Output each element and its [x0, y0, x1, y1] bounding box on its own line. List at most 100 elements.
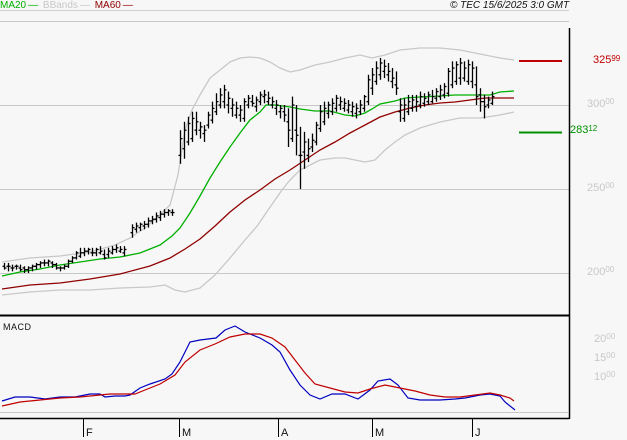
ohlc-bar — [110, 246, 115, 255]
support-level-label: 28312 — [570, 124, 598, 136]
ohlc-bar — [10, 264, 15, 272]
ohlc-bar — [430, 89, 435, 104]
macd-line — [1, 325, 516, 411]
ohlc-bar — [138, 222, 143, 231]
ma60-line — [1, 97, 514, 290]
x-label-apr: A — [281, 427, 289, 439]
ohlc-bar — [302, 131, 307, 169]
macd-title: MACD — [3, 322, 32, 332]
ohlc-bar — [234, 101, 239, 119]
ohlc-bar — [74, 251, 79, 260]
ohlc-bar — [298, 126, 303, 189]
ohlc-bar — [478, 88, 483, 112]
ohlc-bar — [370, 68, 375, 95]
price-bars — [2, 57, 495, 273]
ohlc-bar — [470, 61, 475, 89]
ma20-line — [1, 90, 515, 277]
ohlc-bar — [122, 246, 127, 257]
legend-ma60: MA60— — [94, 0, 133, 11]
ohlc-bar — [14, 264, 19, 270]
ohlc-bar — [210, 101, 215, 124]
ohlc-bar — [438, 84, 443, 100]
ohlc-bar — [358, 99, 363, 116]
price-gridlines — [0, 105, 569, 274]
ohlc-bar — [382, 59, 387, 79]
ohlc-bar — [290, 96, 295, 142]
ohlc-bar — [118, 246, 123, 253]
resistance-level-label: 32599 — [593, 54, 621, 66]
ohlc-bar — [354, 103, 359, 119]
ohlc-bar — [362, 94, 367, 112]
ohlc-bar — [170, 209, 175, 216]
ohlc-bar — [150, 215, 155, 225]
ohlc-bar — [486, 96, 491, 109]
ohlc-bar — [62, 264, 67, 270]
ohlc-bar — [186, 116, 191, 146]
ohlc-bar — [114, 244, 119, 253]
ohlc-bar — [254, 96, 259, 112]
ohlc-bar — [278, 105, 283, 119]
macd-label-15: 1500 — [594, 351, 616, 364]
ohlc-bar — [374, 61, 379, 85]
ohlc-bar — [222, 84, 227, 109]
ohlc-bar — [38, 261, 43, 268]
ohlc-bar — [390, 68, 395, 89]
x-label-feb: F — [86, 427, 93, 439]
ohlc-bar — [106, 247, 111, 258]
ohlc-bar — [386, 63, 391, 82]
ohlc-bar — [214, 93, 219, 116]
ohlc-bar — [306, 138, 311, 163]
ohlc-bar — [34, 262, 39, 270]
ohlc-bar — [270, 96, 275, 109]
ohlc-bar — [474, 66, 479, 105]
ohlc-bar — [130, 224, 135, 238]
ohlc-bar — [162, 209, 167, 218]
price-label-300: 30000 — [587, 97, 615, 110]
ohlc-bar — [414, 94, 419, 112]
ohlc-bar — [194, 111, 199, 136]
ohlc-bar — [286, 108, 291, 147]
ohlc-bar — [258, 91, 263, 105]
ohlc-bar — [26, 266, 31, 273]
price-label-250: 25000 — [587, 181, 615, 194]
ohlc-bar — [406, 94, 411, 116]
ohlc-bar — [366, 74, 371, 105]
ohlc-bar — [462, 61, 467, 82]
copyright-timestamp: © TEC 15/6/2025 3:0 GMT — [450, 0, 570, 11]
ohlc-bar — [334, 94, 339, 112]
ohlc-bar — [226, 91, 231, 114]
ohlc-bar — [314, 121, 319, 146]
ohlc-bar — [410, 94, 415, 112]
bollinger-bands — [1, 47, 515, 296]
ohlc-bar — [86, 247, 91, 255]
ohlc-bar — [154, 212, 159, 223]
ohlc-bar — [134, 222, 139, 233]
ohlc-bar — [466, 59, 471, 85]
ohlc-bar — [82, 247, 87, 257]
bband-lower-line — [1, 111, 515, 296]
ohlc-bar — [178, 130, 183, 164]
ohlc-bar — [90, 247, 95, 257]
ohlc-bar — [2, 262, 7, 270]
ohlc-bar — [338, 96, 343, 111]
x-axis-ticks — [83, 419, 473, 437]
ohlc-bar — [6, 262, 11, 272]
ohlc-bar — [394, 71, 399, 95]
price-label-200: 20000 — [587, 265, 615, 278]
ohlc-bar — [198, 121, 203, 139]
ohlc-bar — [282, 105, 287, 122]
chart-legend: MA20— BBands — MA60— — [0, 0, 135, 12]
price-levels — [519, 60, 562, 134]
ohlc-bar — [458, 57, 463, 85]
macd-label-10: 1000 — [594, 370, 616, 383]
ohlc-bar — [146, 217, 151, 228]
ohlc-bar — [230, 98, 235, 117]
ohlc-bar — [18, 264, 23, 272]
ohlc-bar — [238, 105, 243, 122]
ohlc-bar — [202, 125, 207, 142]
ohlc-bar — [142, 220, 147, 230]
ohlc-bar — [42, 259, 47, 267]
ohlc-bar — [482, 94, 487, 119]
ohlc-bar — [54, 262, 59, 270]
